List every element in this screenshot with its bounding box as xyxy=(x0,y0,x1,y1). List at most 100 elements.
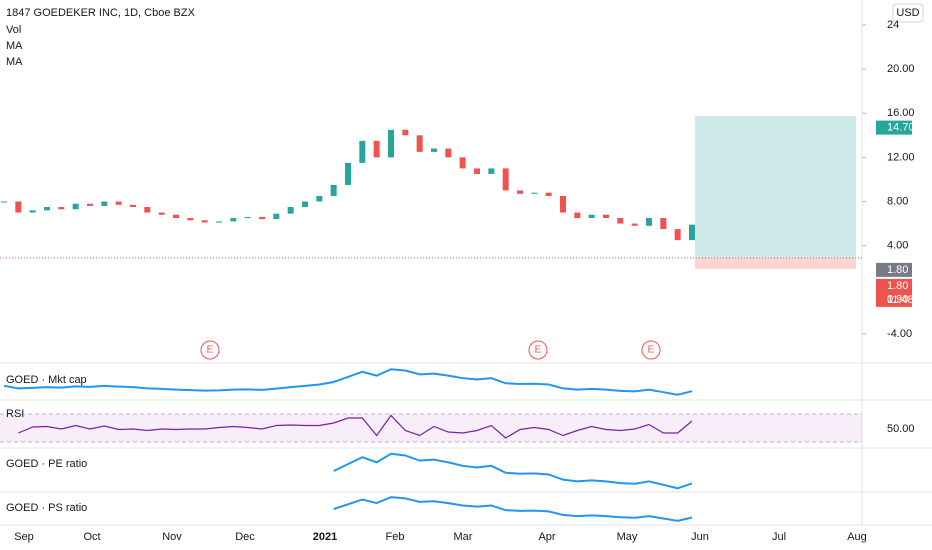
candle xyxy=(101,201,108,206)
x-tick-label: Dec xyxy=(235,531,255,543)
candle xyxy=(445,148,452,158)
candle xyxy=(689,224,695,241)
candle xyxy=(187,218,194,221)
candle xyxy=(388,129,394,158)
x-tick-label: Apr xyxy=(538,531,555,543)
x-tick-label: 2021 xyxy=(313,531,337,543)
candle xyxy=(201,220,208,223)
currency-button[interactable] xyxy=(892,3,924,23)
symbol-title: 1847 GOEDEKER INC, 1D, Cboe BZX xyxy=(6,7,196,19)
candle xyxy=(531,192,538,194)
candle xyxy=(474,168,480,174)
y-tick-label: 4.00 xyxy=(887,240,908,252)
candle xyxy=(158,212,165,215)
candle xyxy=(588,214,595,219)
candle xyxy=(230,218,237,222)
y-tick-label: 20.00 xyxy=(887,63,915,75)
candle xyxy=(15,201,22,213)
earnings-marker xyxy=(200,340,220,360)
x-tick-label: Aug xyxy=(847,531,867,543)
candle xyxy=(130,204,136,208)
pane-title: RSI xyxy=(6,408,24,420)
candle xyxy=(302,201,308,208)
x-tick-label: Sep xyxy=(14,531,34,543)
rsi-tick-label: 50.00 xyxy=(887,423,915,435)
profit-zone[interactable] xyxy=(695,116,856,258)
candle xyxy=(560,195,566,213)
candle xyxy=(359,140,366,163)
candle xyxy=(87,203,93,206)
y-tick-label: 24 xyxy=(887,19,899,31)
earnings-label: E xyxy=(535,345,542,356)
price-tag-label: 1.80 xyxy=(887,264,908,276)
candle xyxy=(402,129,409,136)
candle xyxy=(660,218,667,230)
candle xyxy=(603,214,609,219)
candle xyxy=(646,218,652,226)
candle xyxy=(173,214,179,219)
candle xyxy=(244,216,251,219)
candle xyxy=(72,203,79,210)
x-tick-label: May xyxy=(617,531,638,543)
price-tag xyxy=(876,120,912,135)
indicator-label: MA xyxy=(6,56,23,68)
mkt-cap-line xyxy=(3,368,693,396)
pane-title: GOED · PS ratio xyxy=(6,502,87,514)
price-tag xyxy=(876,262,912,277)
candle xyxy=(29,210,36,213)
pane-title: GOED · Mkt cap xyxy=(6,374,87,386)
y-tick-label: 12.00 xyxy=(887,151,915,163)
candle xyxy=(373,140,380,158)
x-tick-label: Mar xyxy=(454,531,473,543)
x-tick-label: Jun xyxy=(691,531,709,543)
y-tick-label: -4.00 xyxy=(887,328,912,340)
candle xyxy=(216,221,222,223)
price-tag-label: 1.80 xyxy=(887,280,908,292)
candle xyxy=(674,229,681,241)
candle xyxy=(273,213,280,220)
rsi-line xyxy=(18,414,693,439)
pane-title: GOED · PE ratio xyxy=(6,458,87,470)
candle xyxy=(58,207,65,210)
indicator-label: MA xyxy=(6,40,23,52)
candle xyxy=(1,201,7,203)
candle xyxy=(259,216,265,220)
earnings-marker xyxy=(528,340,548,360)
price-tag xyxy=(876,292,912,307)
candle xyxy=(631,223,638,226)
price-tag-label: 14.70 xyxy=(887,122,915,134)
candle xyxy=(144,207,151,213)
indicator-label: Vol xyxy=(6,24,21,36)
candle xyxy=(502,168,509,191)
candle xyxy=(115,201,122,205)
candle xyxy=(431,148,437,152)
x-tick-label: Oct xyxy=(83,531,100,543)
candle xyxy=(330,184,337,196)
candle xyxy=(517,190,523,194)
earnings-label: E xyxy=(207,345,214,356)
countdown: 11:48 xyxy=(887,294,914,306)
pe-line xyxy=(333,452,693,490)
candle xyxy=(574,212,581,219)
loss-zone[interactable] xyxy=(695,258,856,269)
candle xyxy=(316,195,323,202)
earnings-label: E xyxy=(648,345,655,356)
price-tag-label: 0.90 xyxy=(887,294,908,306)
y-tick-label: 16.00 xyxy=(887,107,915,119)
x-tick-label: Nov xyxy=(162,531,182,543)
candle xyxy=(416,135,423,152)
x-tick-label: Jul xyxy=(772,531,786,543)
y-tick-label: 8.00 xyxy=(887,195,908,207)
currency-label: USD xyxy=(896,7,919,19)
earnings-marker xyxy=(641,340,661,360)
candle xyxy=(287,207,294,214)
candle xyxy=(345,162,351,185)
x-tick-label: Feb xyxy=(386,531,405,543)
ps-line xyxy=(333,496,693,522)
candle xyxy=(488,168,495,174)
candle xyxy=(459,157,466,169)
candle xyxy=(617,218,624,224)
candle xyxy=(545,192,552,196)
